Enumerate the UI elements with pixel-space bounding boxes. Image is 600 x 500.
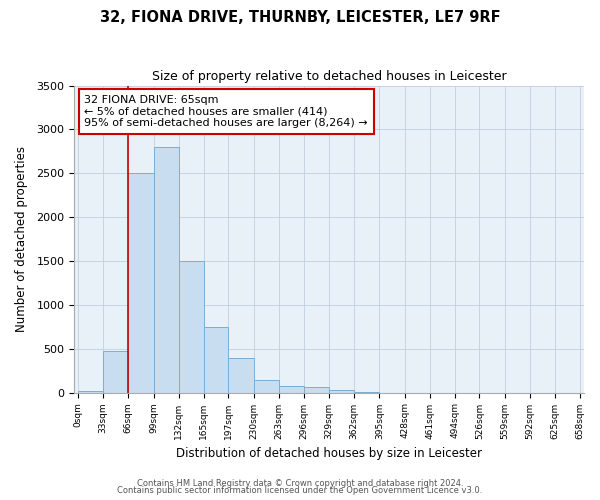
Bar	[179, 261, 204, 392]
Text: Contains public sector information licensed under the Open Government Licence v3: Contains public sector information licen…	[118, 486, 482, 495]
Text: Contains HM Land Registry data © Crown copyright and database right 2024.: Contains HM Land Registry data © Crown c…	[137, 478, 463, 488]
Text: 32 FIONA DRIVE: 65sqm
← 5% of detached houses are smaller (414)
95% of semi-deta: 32 FIONA DRIVE: 65sqm ← 5% of detached h…	[85, 95, 368, 128]
Y-axis label: Number of detached properties: Number of detached properties	[15, 146, 28, 332]
Bar	[254, 380, 279, 392]
Bar	[78, 391, 103, 392]
Bar	[204, 327, 229, 392]
X-axis label: Distribution of detached houses by size in Leicester: Distribution of detached houses by size …	[176, 447, 482, 460]
Bar	[304, 388, 329, 392]
Bar	[329, 390, 354, 392]
Title: Size of property relative to detached houses in Leicester: Size of property relative to detached ho…	[152, 70, 506, 83]
Bar	[229, 358, 254, 392]
Bar	[279, 386, 304, 392]
Bar	[154, 147, 179, 392]
Text: 32, FIONA DRIVE, THURNBY, LEICESTER, LE7 9RF: 32, FIONA DRIVE, THURNBY, LEICESTER, LE7…	[100, 10, 500, 25]
Bar	[128, 174, 154, 392]
Bar	[103, 352, 128, 393]
